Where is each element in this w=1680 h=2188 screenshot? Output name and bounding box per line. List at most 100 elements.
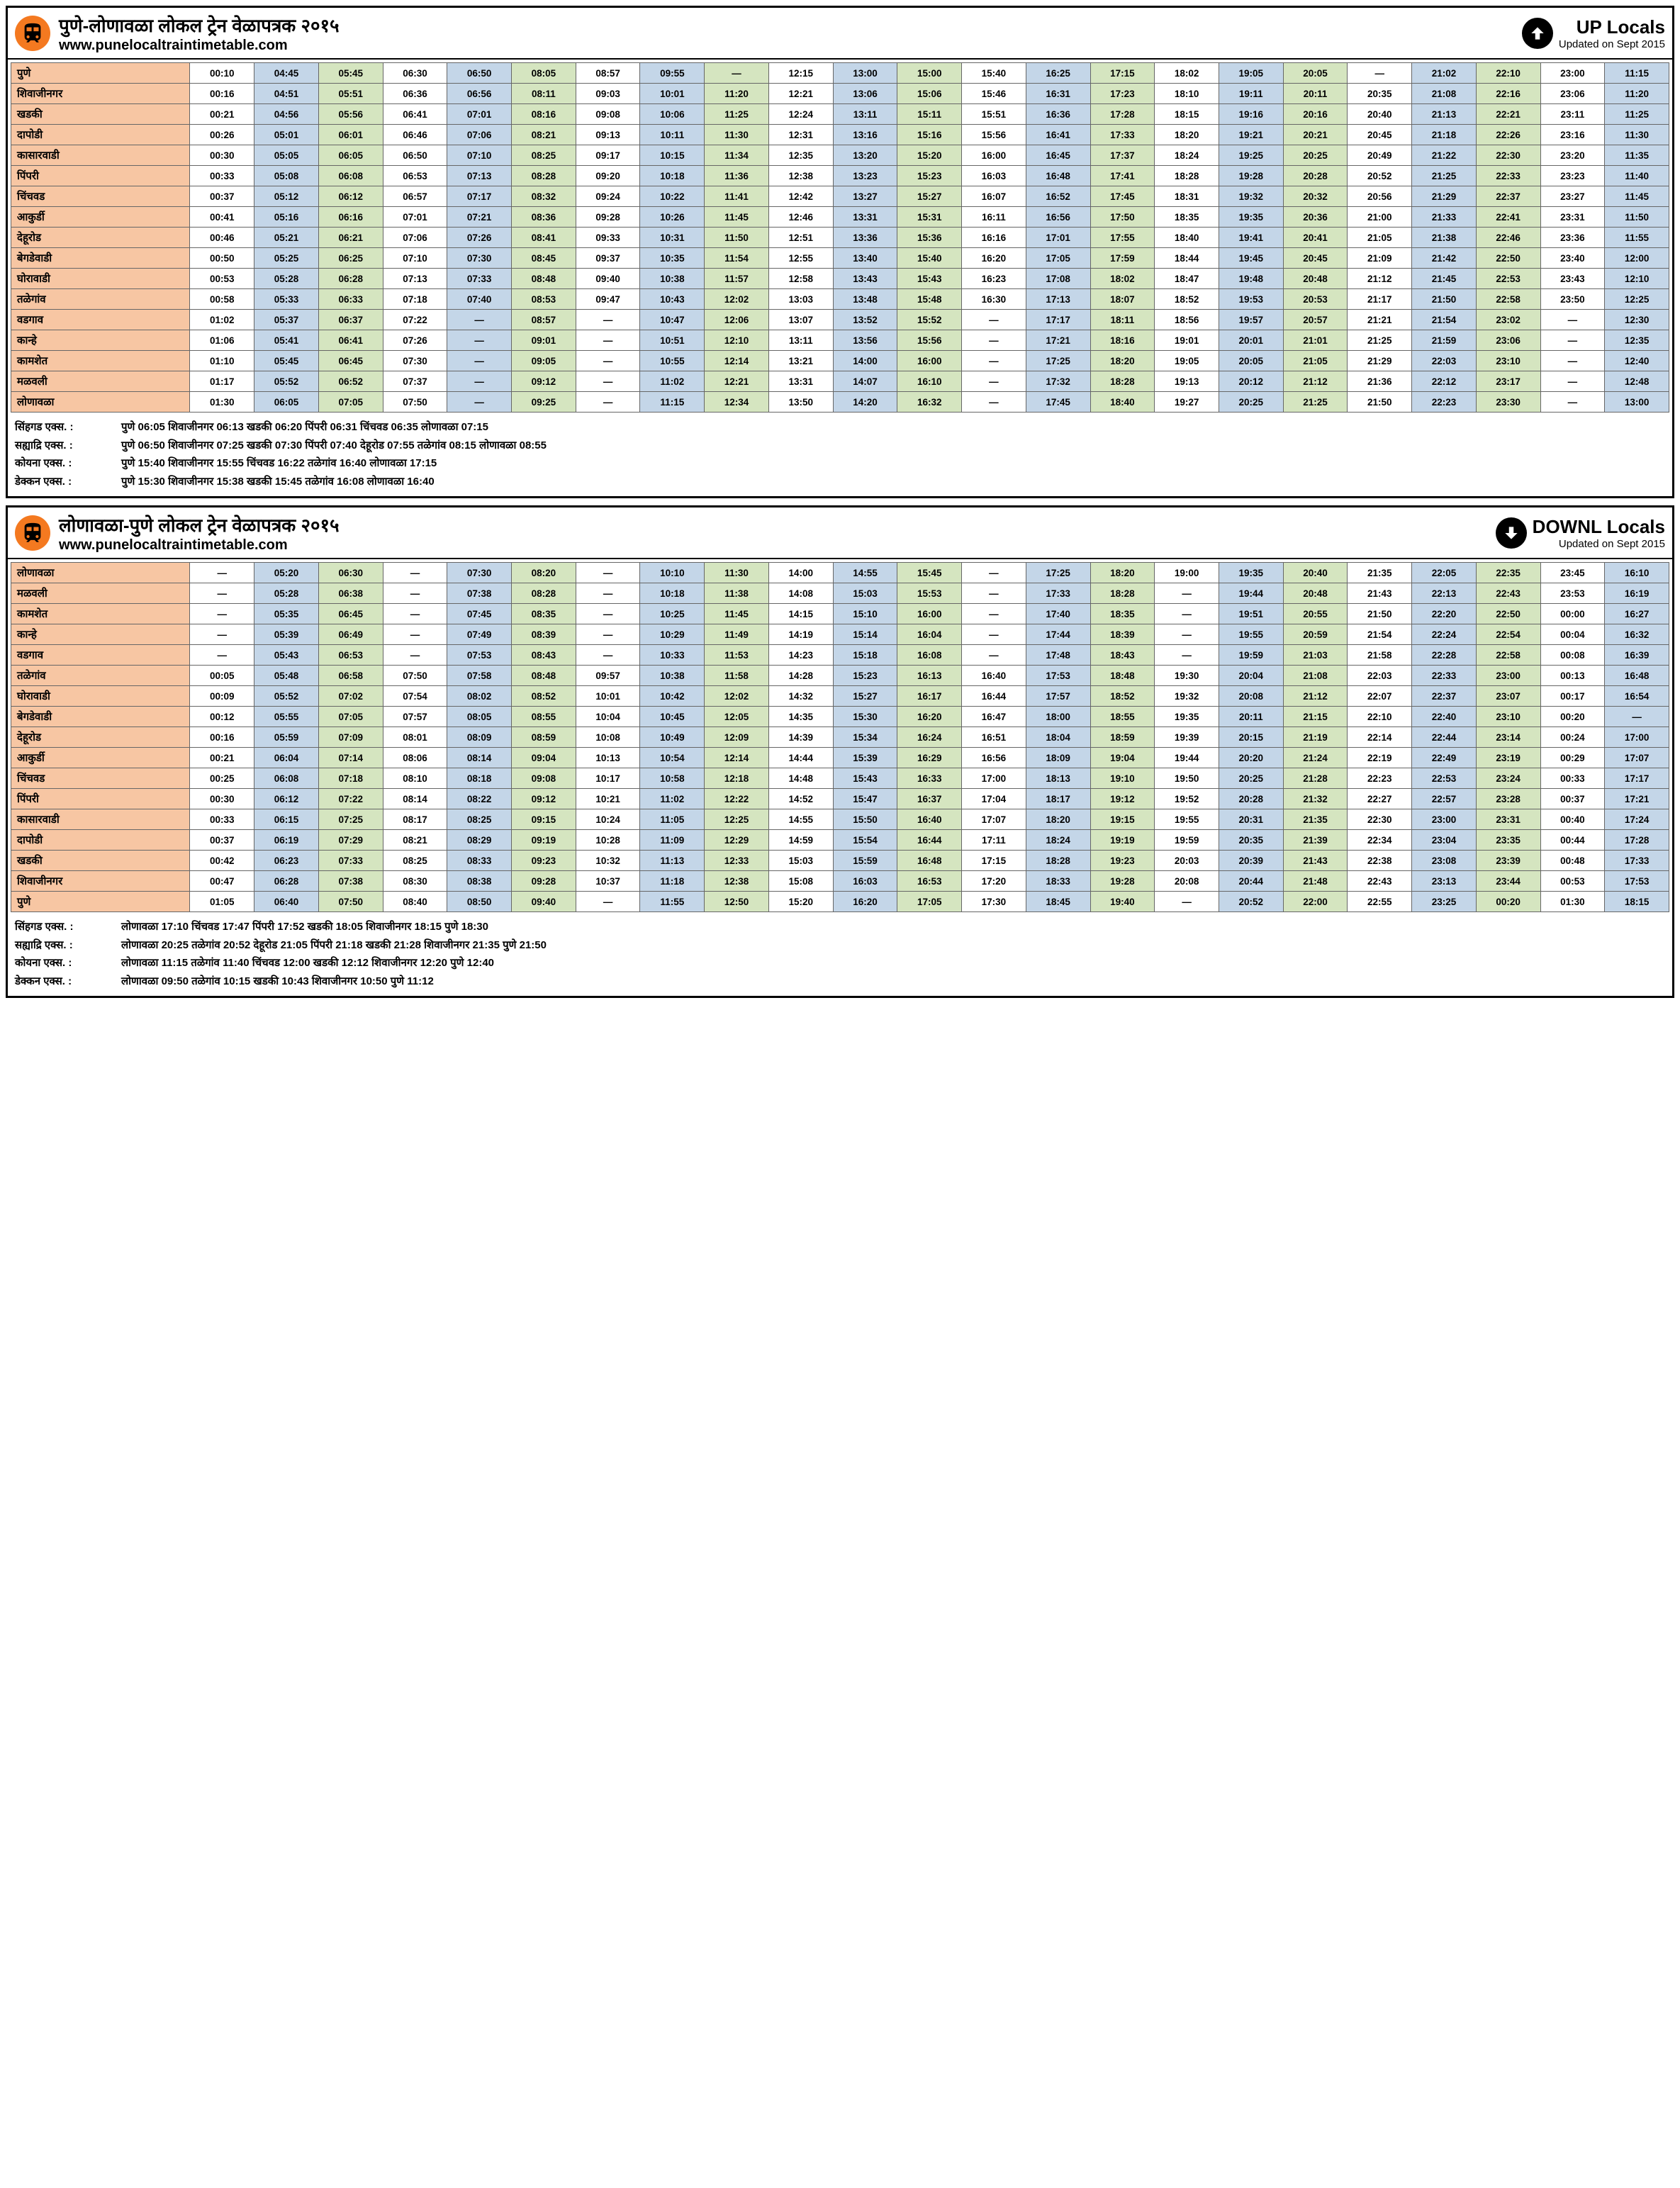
time-cell: 10:43 (640, 289, 705, 310)
express-row: सह्याद्रि एक्स. :लोणावळा 20:25 तळेगांव 2… (15, 936, 1665, 955)
down-header: लोणावळा-पुणे लोकल ट्रेन वेळापत्रक २०१५ w… (8, 507, 1672, 559)
time-cell: 13:16 (833, 125, 897, 145)
time-cell: 00:58 (190, 289, 254, 310)
time-cell: 07:18 (318, 768, 383, 789)
time-cell: 15:47 (833, 789, 897, 809)
time-cell: — (962, 563, 1026, 583)
time-cell: 20:53 (1283, 289, 1348, 310)
time-cell: 06:36 (383, 84, 447, 104)
time-cell: 18:17 (1026, 789, 1090, 809)
time-cell: 22:19 (1348, 748, 1412, 768)
time-cell: 16:23 (962, 269, 1026, 289)
station-cell: बेगडेवाडी (11, 248, 190, 269)
time-cell: — (962, 330, 1026, 351)
time-cell: 19:05 (1219, 63, 1283, 84)
time-cell: — (1605, 707, 1669, 727)
station-cell: कामशेत (11, 351, 190, 371)
express-text: पुणे 15:30 शिवाजीनगर 15:38 खडकी 15:45 तळ… (121, 473, 435, 491)
time-cell: 07:30 (447, 248, 512, 269)
time-cell: 06:49 (318, 624, 383, 645)
express-text: पुणे 06:05 शिवाजीनगर 06:13 खडकी 06:20 पि… (121, 418, 488, 437)
time-cell: 17:00 (1605, 727, 1669, 748)
express-label: सिंहगड एक्स. : (15, 918, 121, 936)
time-cell: 15:23 (897, 166, 962, 186)
time-cell: 06:33 (318, 289, 383, 310)
time-cell: 08:06 (383, 748, 447, 768)
time-cell: 07:21 (447, 207, 512, 228)
time-cell: 00:50 (190, 248, 254, 269)
time-cell: 22:28 (1412, 645, 1477, 666)
time-cell: 17:25 (1026, 351, 1090, 371)
time-cell: 12:14 (705, 748, 769, 768)
url: www.punelocaltraintimetable.com (59, 537, 1496, 554)
express-text: पुणे 15:40 शिवाजीनगर 15:55 चिंचवड 16:22 … (121, 454, 437, 473)
time-cell: 14:48 (768, 768, 833, 789)
time-cell: 22:50 (1476, 604, 1540, 624)
time-cell: 22:35 (1476, 563, 1540, 583)
time-cell: 17:53 (1605, 871, 1669, 892)
time-cell: 07:38 (318, 871, 383, 892)
time-cell: 19:23 (1090, 851, 1155, 871)
time-cell: 19:51 (1219, 604, 1283, 624)
time-cell: 22:16 (1476, 84, 1540, 104)
time-cell: 21:33 (1412, 207, 1477, 228)
time-cell: 06:28 (318, 269, 383, 289)
time-cell: 23:06 (1540, 84, 1605, 104)
time-cell: 17:05 (1026, 248, 1090, 269)
time-cell: 20:15 (1219, 727, 1283, 748)
time-cell: 06:50 (383, 145, 447, 166)
time-cell: 08:59 (512, 727, 576, 748)
time-cell: 08:21 (512, 125, 576, 145)
time-cell: 06:12 (318, 186, 383, 207)
time-cell: 11:38 (705, 583, 769, 604)
time-cell: 21:02 (1412, 63, 1477, 84)
time-cell: — (576, 604, 640, 624)
time-cell: 06:45 (318, 351, 383, 371)
time-cell: 18:15 (1605, 892, 1669, 912)
time-cell: 13:07 (768, 310, 833, 330)
time-cell: 17:57 (1026, 686, 1090, 707)
time-cell: 18:07 (1090, 289, 1155, 310)
express-label: सह्याद्रि एक्स. : (15, 437, 121, 455)
time-cell: 12:21 (705, 371, 769, 392)
time-cell: 08:25 (447, 809, 512, 830)
arrow-up-icon (1522, 18, 1553, 49)
time-cell: 09:17 (576, 145, 640, 166)
up-panel: पुणे-लोणावळा लोकल ट्रेन वेळापत्रक २०१५ w… (6, 6, 1674, 498)
time-cell: 17:13 (1026, 289, 1090, 310)
time-cell: 08:17 (383, 809, 447, 830)
time-cell: 15:08 (768, 871, 833, 892)
station-cell: लोणावळा (11, 392, 190, 413)
time-cell: 22:13 (1412, 583, 1477, 604)
time-cell: 16:39 (1605, 645, 1669, 666)
time-cell: 08:52 (512, 686, 576, 707)
time-cell: 08:02 (447, 686, 512, 707)
time-cell: 01:06 (190, 330, 254, 351)
time-cell: 12:51 (768, 228, 833, 248)
time-cell: 20:01 (1219, 330, 1283, 351)
time-cell: 21:25 (1412, 166, 1477, 186)
time-cell: — (383, 563, 447, 583)
time-cell: 22:26 (1476, 125, 1540, 145)
time-cell: 16:24 (897, 727, 962, 748)
time-cell: 10:37 (576, 871, 640, 892)
time-cell: 19:59 (1155, 830, 1219, 851)
time-cell: 18:43 (1090, 645, 1155, 666)
time-cell: 15:43 (897, 269, 962, 289)
time-cell: 07:17 (447, 186, 512, 207)
time-cell: 21:15 (1283, 707, 1348, 727)
time-cell: 22:44 (1412, 727, 1477, 748)
time-cell: 08:57 (512, 310, 576, 330)
time-cell: 14:19 (768, 624, 833, 645)
time-cell: 10:21 (576, 789, 640, 809)
time-cell: 05:08 (254, 166, 319, 186)
time-cell: 06:53 (383, 166, 447, 186)
time-cell: — (576, 624, 640, 645)
time-cell: 06:53 (318, 645, 383, 666)
express-row: सिंहगड एक्स. :लोणावळा 17:10 चिंचवड 17:47… (15, 918, 1665, 936)
time-cell: 11:49 (705, 624, 769, 645)
time-cell: 15:18 (833, 645, 897, 666)
train-icon (15, 515, 50, 551)
time-cell: 16:00 (897, 604, 962, 624)
time-cell: 06:25 (318, 248, 383, 269)
